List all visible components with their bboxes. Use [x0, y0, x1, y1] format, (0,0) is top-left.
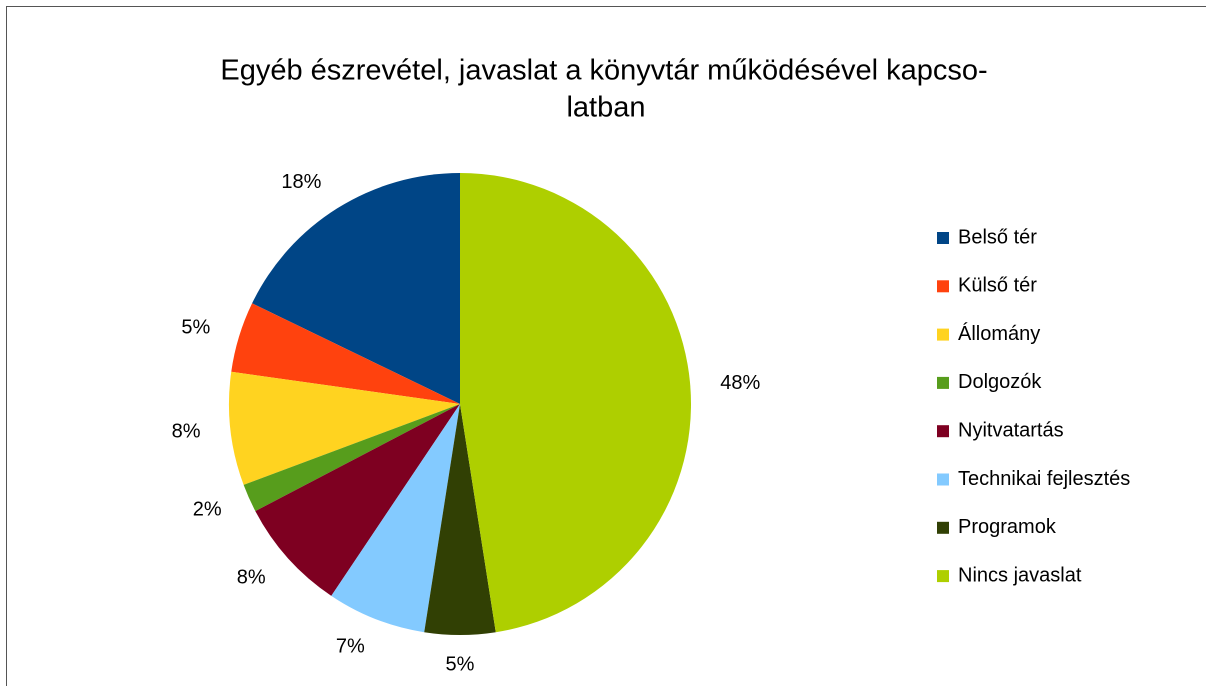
legend-swatch — [937, 328, 949, 341]
pie-slice — [243, 404, 460, 512]
data-label: 5% — [181, 316, 210, 338]
pie-slice — [331, 404, 460, 633]
legend-swatch — [937, 280, 949, 293]
legend-swatch — [937, 232, 949, 244]
pie-slice — [229, 371, 460, 485]
legend-label: Nyitvatartás — [958, 419, 1064, 441]
legend-label: Belső tér — [958, 226, 1037, 248]
data-label: 48% — [720, 372, 760, 394]
legend-swatch — [937, 425, 949, 438]
legend-swatch — [937, 376, 949, 389]
data-label: 5% — [446, 653, 475, 675]
pie-slice — [255, 404, 460, 596]
data-label: 8% — [172, 421, 201, 443]
data-label: 2% — [193, 499, 222, 521]
legend-label: Programok — [958, 516, 1057, 538]
data-label: 7% — [336, 635, 365, 657]
legend-swatch — [937, 473, 949, 486]
legend-label: Külső tér — [958, 275, 1037, 297]
pie-slice — [231, 303, 460, 404]
legend-label: Technikai fejlesztés — [958, 468, 1130, 490]
pie-slice — [252, 173, 460, 404]
legend-label: Nincs javaslat — [958, 564, 1082, 586]
data-label: 18% — [281, 171, 321, 193]
pie-slice — [424, 404, 496, 635]
chart-title: latban — [566, 92, 645, 124]
frame — [6, 6, 1206, 686]
pie-slice — [460, 173, 691, 633]
legend-swatch — [937, 521, 949, 534]
legend-label: Dolgozók — [958, 371, 1042, 393]
legend-swatch — [937, 570, 949, 583]
data-label: 8% — [237, 567, 266, 589]
chart-title: Egyéb észrevétel, javaslat a könyvtár mű… — [220, 55, 987, 87]
legend-label: Állomány — [958, 322, 1040, 345]
